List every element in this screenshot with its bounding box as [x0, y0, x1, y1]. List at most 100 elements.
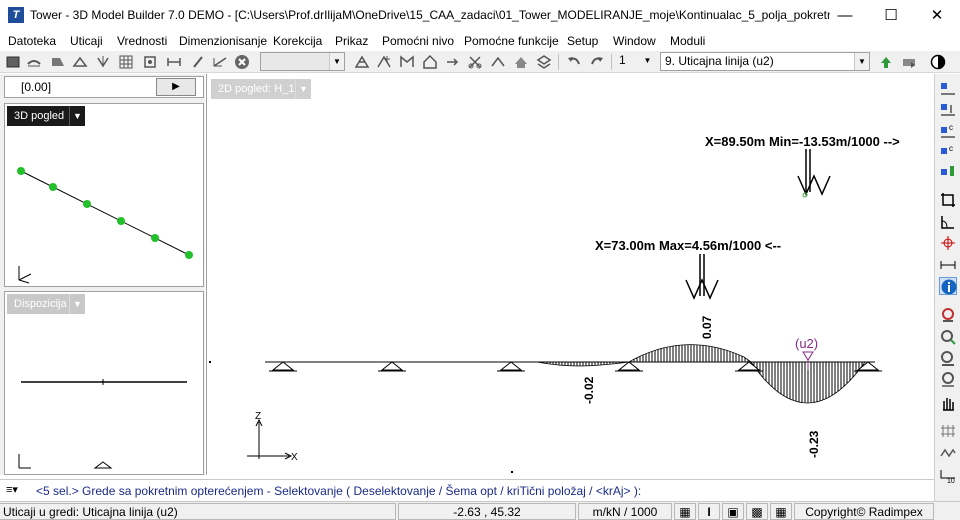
menu-uticaji[interactable]: Uticaji	[70, 34, 103, 48]
info-icon[interactable]	[939, 277, 957, 295]
beam-c2-icon[interactable]: c	[939, 143, 957, 161]
menu-datoteka[interactable]: Datoteka	[8, 34, 57, 48]
value-field[interactable]: [0.00]	[4, 76, 204, 98]
menu-vrednosti[interactable]: Vrednosti	[117, 34, 168, 48]
grid-dots-icon[interactable]	[939, 422, 957, 440]
crop-icon[interactable]	[939, 191, 957, 209]
beam-blue2-icon[interactable]	[939, 101, 957, 119]
support-marker	[93, 461, 113, 469]
tower-app-icon[interactable]: T	[8, 7, 24, 23]
menu-pomocne-funkcije[interactable]: Pomoćne funkcije	[464, 34, 559, 48]
mini-3d-model	[17, 167, 193, 284]
grid-icon[interactable]	[118, 54, 134, 70]
minimize-button[interactable]: —	[837, 7, 853, 24]
truss-add-icon[interactable]	[376, 54, 392, 70]
menu-prikaz[interactable]: Prikaz	[335, 34, 369, 48]
panel-disposition: Dispozicija ▼	[4, 291, 204, 475]
command-menu-icon[interactable]: ≡▾	[6, 484, 18, 496]
snap-dots-icon[interactable]: ▦	[770, 503, 792, 520]
menu-pomocni-nivo[interactable]: Pomoćni nivo	[382, 34, 455, 48]
snap-fill-icon[interactable]: ▩	[746, 503, 768, 520]
chevron-down-icon: ▼	[69, 106, 85, 126]
node-dot	[185, 251, 193, 259]
dimension-h-icon[interactable]	[939, 256, 957, 274]
status-bar: Uticaji u gredi: Uticajna linija (u2) -2…	[0, 501, 960, 520]
menu-window[interactable]: Window	[613, 34, 656, 48]
support-marker	[854, 361, 882, 372]
play-button[interactable]: ▶	[156, 78, 196, 96]
beam-c-icon[interactable]: c	[939, 122, 957, 140]
load-point-marker	[802, 192, 808, 198]
menu-moduli[interactable]: Moduli	[670, 34, 706, 48]
axis-triad-icon	[18, 454, 31, 469]
page-combo[interactable]: 1 ▼	[615, 52, 655, 71]
beam-load-icon[interactable]	[26, 54, 42, 70]
node-load-icon[interactable]	[95, 54, 111, 70]
status-units: m/kN / 1000	[578, 503, 672, 520]
dimension-icon[interactable]	[166, 54, 182, 70]
main-2d-view[interactable]: 2D pogled: H_1 ▼	[206, 74, 934, 475]
u2-label: (u2)	[795, 336, 818, 351]
chevron-down-icon: ▼	[854, 53, 869, 70]
chevron-down-icon: ▼	[69, 294, 85, 314]
measure-icon[interactable]	[212, 54, 228, 70]
influence-line-combo[interactable]: 9. Uticajna linija (u2) ▼	[660, 52, 870, 71]
crosshair-icon[interactable]	[939, 234, 957, 252]
status-copyright: Copyright© Radimpex	[794, 503, 934, 520]
zoom-out-icon[interactable]	[939, 350, 957, 368]
truss-vertical-icon[interactable]	[399, 54, 415, 70]
menu-dimenzionisanje[interactable]: Dimenzionisanje	[179, 34, 268, 48]
zoom-red-icon[interactable]	[939, 306, 957, 324]
u2-marker-icon	[802, 351, 814, 361]
influence-area	[627, 344, 753, 363]
move-icon[interactable]	[444, 54, 460, 70]
scissors-icon[interactable]	[467, 54, 483, 70]
truss-icon[interactable]	[354, 54, 370, 70]
beam-green-icon[interactable]	[939, 164, 957, 182]
angle-icon[interactable]	[939, 213, 957, 231]
roof-icon[interactable]	[513, 54, 529, 70]
frame-icon[interactable]	[142, 54, 158, 70]
house-icon[interactable]	[422, 54, 438, 70]
export-green-icon[interactable]	[878, 54, 894, 70]
cancel-icon[interactable]	[234, 54, 250, 70]
panel-3d-view: 3D pogled ▼	[4, 103, 204, 287]
zoom-green-icon[interactable]	[939, 328, 957, 346]
mode-i-toggle[interactable]: I	[698, 503, 720, 520]
right-toolbar: c c 10	[934, 74, 960, 502]
influence-area	[536, 361, 630, 367]
menu-korekcija[interactable]: Korekcija	[273, 34, 323, 48]
wave-icon[interactable]	[939, 444, 957, 462]
window-title: Tower - 3D Model Builder 7.0 DEMO - [C:\…	[30, 8, 830, 22]
view-mode-dropdown[interactable]: 3D pogled ▼	[7, 106, 85, 126]
connect-icon[interactable]	[490, 54, 506, 70]
annotation-min: X=89.50m Min=-13.53m/1000 -->	[705, 134, 900, 149]
surface-load-icon[interactable]	[50, 54, 66, 70]
zoom-window-icon[interactable]	[939, 371, 957, 389]
view-2d-dropdown[interactable]: 2D pogled: H_1 ▼	[211, 79, 311, 99]
menu-setup[interactable]: Setup	[567, 34, 599, 48]
axis-z-label: Z	[255, 411, 261, 422]
close-button[interactable]: ✕	[930, 7, 944, 24]
command-line[interactable]: ≡▾ <5 sel.> Grede sa pokretnim opterećen…	[0, 479, 934, 500]
toolbar-separator	[611, 54, 612, 70]
value-label-neg-002: -0.02	[582, 376, 596, 404]
support-icon[interactable]	[72, 54, 88, 70]
hand-pan-icon[interactable]	[939, 394, 957, 412]
stack-icon[interactable]	[536, 54, 552, 70]
redo-icon[interactable]	[589, 54, 605, 70]
scale-10-icon[interactable]: 10	[939, 466, 957, 485]
node-dot	[17, 167, 25, 175]
marker-dot	[209, 361, 211, 363]
snap-box-icon[interactable]: ▣	[722, 503, 744, 520]
print-icon[interactable]	[901, 54, 917, 70]
contrast-icon[interactable]	[930, 54, 946, 70]
undo-icon[interactable]	[566, 54, 582, 70]
beam-blue-icon[interactable]	[939, 80, 957, 98]
layer-combo[interactable]: ▼	[260, 52, 345, 71]
maximize-button[interactable]: ☐	[884, 7, 898, 24]
pencil-icon[interactable]	[190, 54, 206, 70]
select-box-icon[interactable]	[5, 54, 21, 70]
disposition-dropdown[interactable]: Dispozicija ▼	[7, 294, 85, 314]
snap-grid-icon[interactable]: ▦	[674, 503, 696, 520]
